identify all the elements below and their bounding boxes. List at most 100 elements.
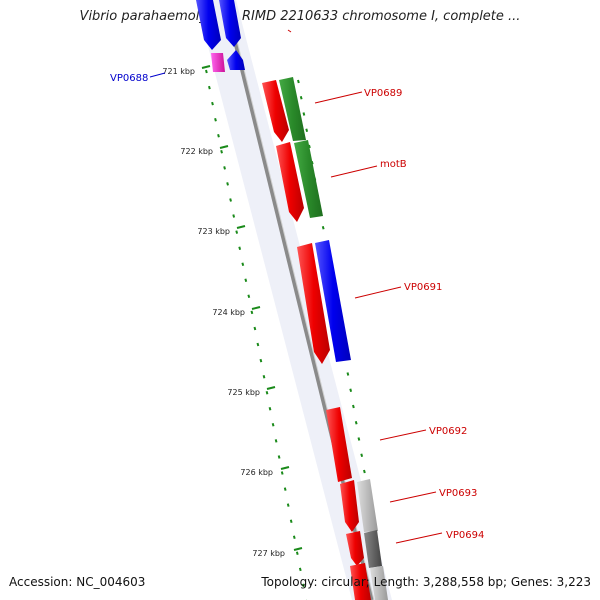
gene-feature-red	[297, 243, 330, 364]
ruler-dot	[295, 551, 299, 556]
gene-feature-magenta	[211, 53, 225, 72]
ruler-dot	[226, 182, 229, 186]
gene-vp0689[interactable]: VP0689	[262, 77, 402, 142]
gene-motb[interactable]: motB	[276, 140, 407, 222]
ruler-dot	[244, 278, 248, 283]
ruler-dot	[292, 535, 296, 540]
gene-feature-gray	[370, 566, 388, 600]
ruler-dot	[235, 230, 239, 234]
ruler-dot	[208, 85, 211, 90]
ruler-dot	[211, 101, 214, 106]
gene-feature-green	[294, 140, 323, 218]
ruler-dot	[259, 358, 263, 363]
gene-feature-red	[340, 480, 359, 532]
gene-vp0693[interactable]: VP0693	[340, 479, 477, 532]
gene-label[interactable]: VP0692	[429, 426, 467, 437]
ruler-dot	[268, 407, 272, 411]
ruler-label: 723 kbp	[197, 227, 230, 236]
gene-feature-gray	[357, 479, 378, 532]
gene-feature-blue	[219, 0, 241, 47]
ruler-tick	[219, 145, 229, 149]
gene-leader-line	[379, 429, 427, 441]
ruler-dot	[241, 262, 245, 266]
ruler-dot	[262, 374, 266, 379]
ruler-dot	[289, 519, 293, 523]
marker	[287, 29, 292, 33]
ruler-dot	[298, 567, 302, 572]
ruler-label: 724 kbp	[212, 308, 245, 317]
gene-label[interactable]: VP0694	[446, 530, 484, 541]
ruler-dot	[302, 583, 305, 588]
ruler-dot	[302, 112, 306, 116]
ruler-label: 722 kbp	[180, 147, 213, 156]
gene-feature-red	[326, 407, 352, 482]
gene-label[interactable]: motB	[380, 159, 407, 170]
gene-feature-red	[262, 80, 289, 142]
gene-label[interactable]: VP0688	[110, 73, 148, 84]
gene-label[interactable]: VP0693	[439, 488, 477, 499]
gene-leader-line	[330, 165, 378, 178]
gene-feature-dark	[364, 530, 382, 568]
ruler-dot	[253, 326, 257, 331]
ruler-label: 725 kbp	[227, 388, 260, 397]
gene-leader-line	[354, 286, 402, 299]
gene-label[interactable]: VP0691	[404, 282, 442, 293]
gene-vp0688[interactable]: VP0688	[110, 0, 245, 84]
accession-label: Accession: NC_004603	[9, 575, 146, 589]
gene-leader-line	[395, 532, 443, 544]
ruler-tick	[236, 225, 246, 229]
ruler-dot	[286, 503, 290, 507]
ruler-tick	[293, 547, 303, 551]
gene-label[interactable]: VP0689	[364, 88, 402, 99]
ruler-dot	[277, 455, 281, 459]
ruler-dot	[283, 487, 287, 491]
ruler-dot	[220, 150, 223, 154]
gene-feature-green	[279, 77, 306, 141]
ruler-dot	[250, 310, 254, 315]
ruler-tick	[251, 306, 261, 310]
gene-leader-line	[314, 91, 363, 104]
ruler-dot	[247, 294, 251, 299]
ruler-dot	[280, 471, 284, 475]
ruler-label: 727 kbp	[252, 549, 285, 558]
gene-feature-red	[350, 563, 371, 600]
ruler-dot	[363, 469, 366, 474]
gene-leader-line	[149, 72, 166, 78]
ruler-dot	[205, 69, 208, 74]
gene-feature-blue	[315, 240, 351, 362]
ruler-dot	[232, 214, 236, 218]
ruler-dot	[308, 144, 311, 149]
ruler-dot	[223, 166, 226, 170]
gene-vp0694[interactable]: VP0694	[346, 530, 484, 600]
ruler-label: 721 kbp	[162, 67, 195, 76]
ruler-major-ticks: 721 kbp 722 kbp 723 kbp 724 kbp 725 kbp …	[162, 65, 303, 558]
ruler-dot	[352, 404, 355, 409]
ruler-dot	[321, 226, 325, 230]
ruler-dot	[349, 388, 353, 393]
gene-feature-blue	[196, 0, 221, 50]
ruler-dot	[274, 439, 278, 443]
ruler-dot	[297, 79, 300, 84]
ruler-dot	[357, 437, 361, 441]
ruler-dot	[214, 117, 217, 122]
ruler-dot	[354, 421, 358, 425]
ruler-dotted-left	[205, 69, 308, 600]
ruler-dot	[360, 453, 364, 458]
sequence-title: Vibrio parahaemolyticus RIMD 2210633 chr…	[79, 9, 521, 24]
ruler-label: 726 kbp	[240, 468, 273, 477]
sequence-summary: Topology: circular; Length: 3,288,558 bp…	[261, 575, 591, 589]
gene-feature-red	[346, 531, 364, 566]
ruler-dot	[265, 390, 269, 395]
gene-vp0692[interactable]: VP0692	[326, 407, 467, 482]
ruler-dot	[299, 96, 303, 100]
gene-vp0691[interactable]: VP0691	[297, 240, 442, 364]
gene-feature-blue	[227, 50, 245, 70]
ruler-dot	[217, 133, 220, 138]
ruler-dot	[305, 128, 309, 133]
ruler-dot	[238, 246, 242, 250]
ruler-dot	[229, 198, 232, 202]
ruler-tick	[280, 466, 290, 470]
gene-feature-red	[276, 142, 304, 222]
